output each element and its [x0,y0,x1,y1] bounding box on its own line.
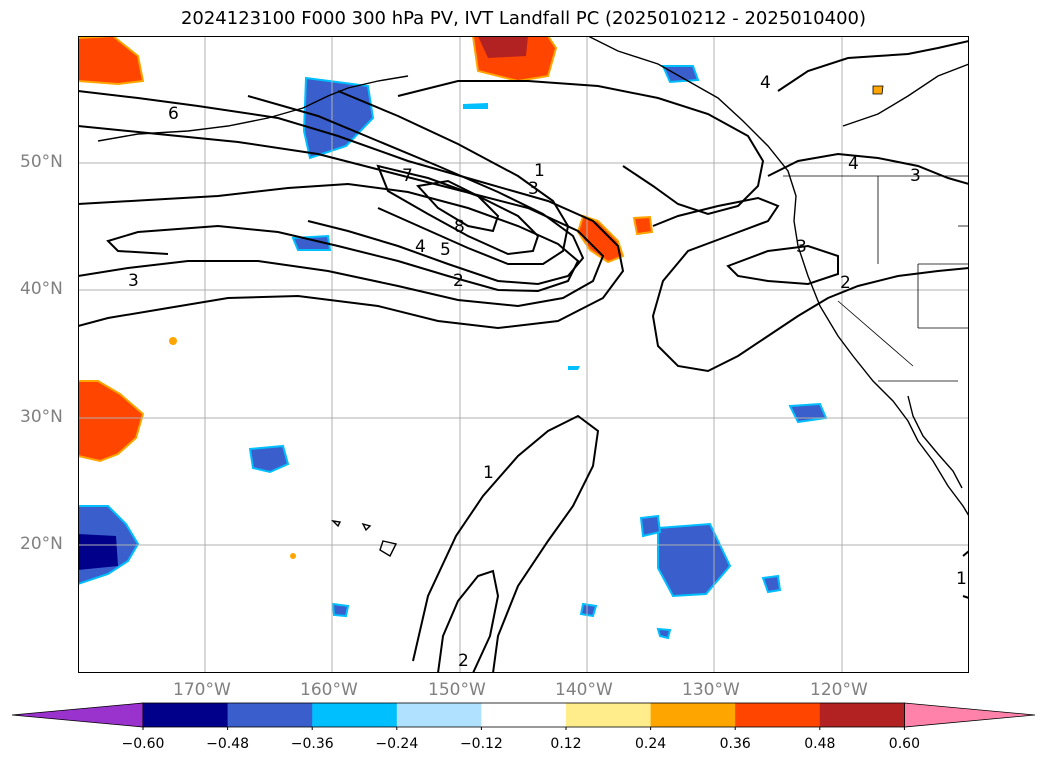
lon-label: 150°W [428,680,486,700]
colorbar-tick-label: −0.60 [121,736,165,752]
political-boundaries [783,175,969,382]
colorbar-tick-label: 0.24 [635,736,667,752]
graticule [78,36,969,673]
contour-label: 2 [453,271,464,291]
colorbar-segment [819,703,905,727]
colorbar-tick-label: 0.60 [888,736,920,752]
contour-label: 6 [168,104,179,124]
lat-label: 20°N [20,534,63,554]
lon-label: 130°W [682,680,740,700]
colorbar-segment [143,703,229,727]
contour-label: 1 [483,463,494,483]
contour-label: 3 [796,237,807,257]
contour-label: 4 [415,237,426,257]
coastlines [97,36,969,557]
colorbar-extension-high [904,702,1036,728]
colorbar-segment [566,703,652,727]
colorbar-tick-label: 0.12 [550,736,582,752]
colorbar-extension-low [11,702,144,728]
contour-label: 3 [128,271,139,291]
colorbar-tick-label: −0.12 [459,736,503,752]
contour-label: 2 [840,273,851,293]
lon-label: 120°W [810,680,868,700]
colorbar-segment [735,703,821,727]
colorbar-tick-label: −0.24 [375,736,419,752]
contour-labels: 6 7 8 5 4 3 2 1 3 4 3 3 2 1 2 1 4 [128,73,967,671]
lon-label: 160°W [300,680,358,700]
contour-label: 1 [534,161,545,181]
contour-label: 5 [440,240,451,260]
map-panel: 6 7 8 5 4 3 2 1 3 4 3 3 2 1 2 1 4 [78,36,969,673]
colorbar-tick-label: −0.36 [290,736,334,752]
contour-label: 8 [454,217,465,237]
pv-contours [78,40,969,673]
contour-label: 3 [910,166,921,186]
contour-label: 1 [956,569,967,589]
colorbar [11,702,1036,730]
colorbar-tick-label: −0.48 [206,736,250,752]
contour-label: 4 [848,154,859,174]
contour-label: 3 [528,179,539,199]
map-title: 2024123100 F000 300 hPa PV, IVT Landfall… [180,8,867,29]
contour-label: 7 [402,166,413,186]
colorbar-segment [312,703,398,727]
colorbar-segment [481,703,567,727]
lat-label: 50°N [20,152,63,172]
contour-label: 4 [760,73,771,93]
lon-label: 170°W [173,680,231,700]
contour-label: 2 [458,651,469,671]
colorbar-segment [396,703,482,727]
colorbar-tick-label: 0.36 [719,736,751,752]
lat-label: 40°N [20,279,63,299]
lon-label: 140°W [555,680,613,700]
colorbar-tick-label: 0.48 [804,736,836,752]
colorbar-segment [227,703,313,727]
colorbar-segment [650,703,736,727]
lat-label: 30°N [20,407,63,427]
